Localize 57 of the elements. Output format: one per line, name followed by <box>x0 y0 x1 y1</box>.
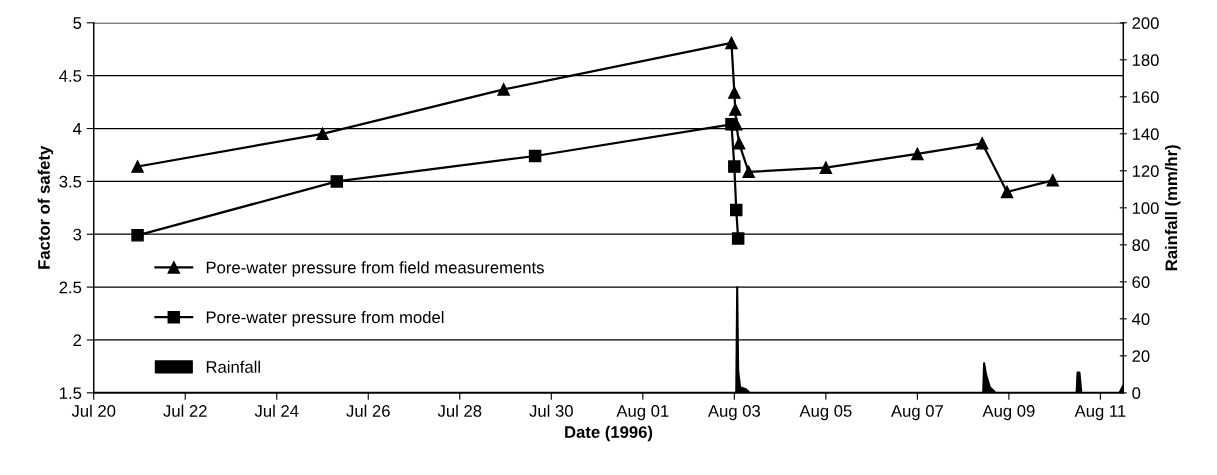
legend-label: Pore-water pressure from model <box>206 310 444 327</box>
y2-tick-label: 140 <box>1132 128 1159 141</box>
y-tick-label: 5 <box>73 17 82 29</box>
y-tick-label: 1.5 <box>60 387 82 400</box>
y2-tick-label: 160 <box>1132 91 1159 104</box>
x-tick-label: Jul 26 <box>346 404 390 417</box>
legend-label: Rainfall <box>206 360 260 373</box>
x-tick-label: Aug 01 <box>616 405 669 421</box>
x-tick-label: Aug 07 <box>891 405 943 421</box>
y2-tick-label: 120 <box>1132 165 1159 178</box>
point <box>131 229 144 242</box>
y2-tick-label: 180 <box>1132 54 1159 67</box>
point <box>742 165 755 179</box>
y2-tick-label: 20 <box>1132 350 1150 363</box>
point <box>725 36 738 50</box>
point <box>975 137 989 150</box>
point <box>330 175 344 188</box>
y-tick-label: 2 <box>73 334 82 346</box>
y-tick-label: 3.5 <box>59 175 82 188</box>
x-tick-label: Jul 24 <box>254 404 299 417</box>
y-tick-label: 4 <box>73 123 82 135</box>
x-tick-label: Aug 05 <box>799 405 852 421</box>
y2-tick-label: 0 <box>1132 387 1141 400</box>
y2-tick-label: 100 <box>1132 202 1159 215</box>
y-tick-label: 2.5 <box>59 281 82 294</box>
y2-tick-label: 40 <box>1132 313 1150 326</box>
point <box>728 86 741 99</box>
y2-tick-label: 200 <box>1132 17 1159 29</box>
point <box>1046 174 1059 187</box>
point <box>731 232 745 245</box>
point <box>497 83 510 96</box>
y2-tick-label: 60 <box>1132 276 1150 289</box>
point <box>131 160 144 173</box>
y-tick-label: 3 <box>73 228 82 241</box>
x-tick-label: Aug 03 <box>707 405 761 421</box>
y-axis-title: Factor of safety <box>37 145 54 269</box>
point <box>729 118 743 131</box>
point <box>728 160 741 173</box>
point <box>911 147 924 161</box>
x-tick-label: Jul 22 <box>163 404 207 417</box>
point <box>528 149 542 163</box>
x-tick-label: Jul 28 <box>437 404 482 417</box>
x-tick-label: Aug 11 <box>1074 405 1126 421</box>
point <box>316 127 329 141</box>
legend-label: Pore-water pressure from field measurements <box>206 261 544 277</box>
point <box>729 103 742 116</box>
x-tick-label: Jul 30 <box>529 404 573 417</box>
point <box>732 137 746 150</box>
x-tick-label: Aug 09 <box>982 405 1035 421</box>
x-axis-title: Date (1996) <box>565 425 653 442</box>
y2-tick-label: 80 <box>1132 239 1150 252</box>
x-tick-label: Jul 20 <box>71 404 116 417</box>
y-tick-label: 4.5 <box>59 70 82 82</box>
point <box>1000 185 1014 199</box>
point <box>819 161 833 174</box>
point <box>729 203 743 217</box>
y2-axis-title: Rainfall (mm/hr) <box>1164 145 1181 271</box>
